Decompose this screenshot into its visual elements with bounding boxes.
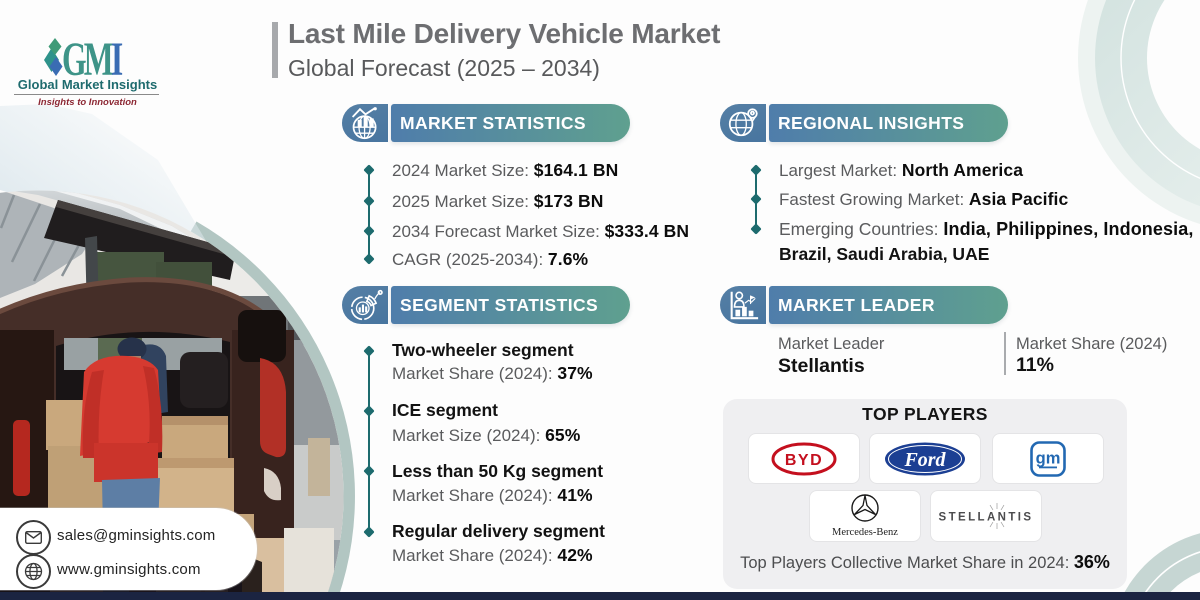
svg-text:G: G: [62, 33, 87, 80]
svg-text:Mercedes-Benz: Mercedes-Benz: [832, 527, 898, 538]
svg-text:STELLANTIS: STELLANTIS: [939, 512, 1034, 524]
svg-text:BYD: BYD: [785, 452, 823, 469]
svg-text:Ford: Ford: [903, 449, 946, 471]
svg-text:M: M: [84, 33, 114, 80]
svg-text:gm: gm: [1036, 449, 1061, 467]
svg-text:I: I: [111, 33, 123, 80]
